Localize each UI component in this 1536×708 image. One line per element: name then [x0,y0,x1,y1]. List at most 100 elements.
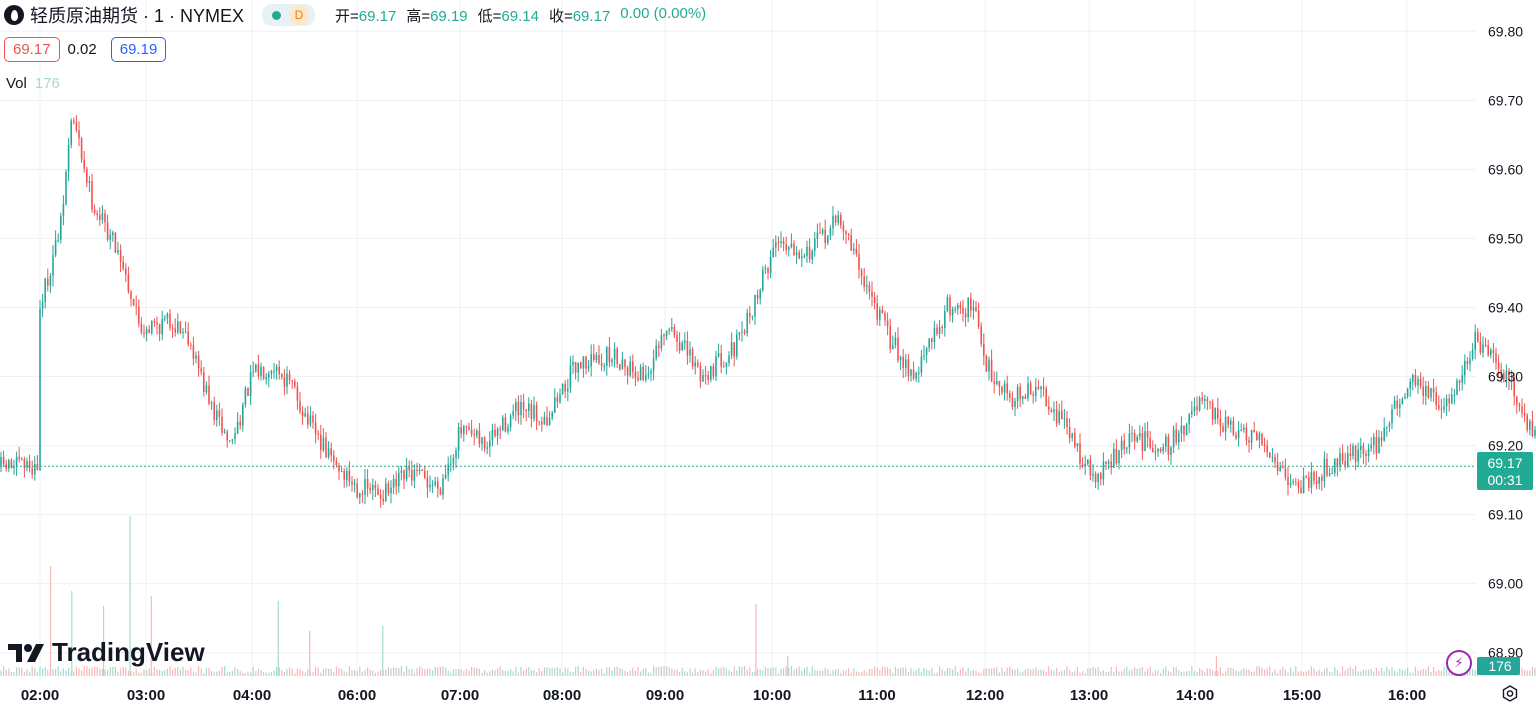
candle [366,469,369,497]
candle-body [437,481,439,489]
candle-body [567,388,569,392]
volume-bar [1355,666,1357,676]
volume-bar [1100,671,1102,676]
candle [1172,425,1175,454]
candle [54,230,57,258]
candle [5,459,7,472]
sell-price-button[interactable]: 69.17 [4,37,60,62]
candle-body [1211,402,1214,420]
candle [949,294,951,322]
candle-body [114,232,117,253]
volume-bar [1258,666,1260,676]
candle [860,267,863,286]
candle [1180,416,1183,442]
candle-body [1516,396,1518,405]
candle-body [1453,394,1456,396]
volume-bar [944,671,946,676]
candle-body [970,297,972,311]
volume-bar [218,670,220,676]
candle [1284,458,1287,481]
candle-body [691,349,694,367]
candle-body [512,411,514,416]
candle-body [1393,400,1396,410]
candle [710,365,712,383]
symbol-title[interactable]: 轻质原油期货 · 1 · NYMEX [30,6,245,26]
candle [970,292,972,318]
candle [8,458,10,473]
candle-body [964,313,967,318]
candle [86,166,88,188]
tradingview-logo[interactable]: TradingView [8,637,205,668]
candle-body [1526,415,1528,430]
candle-body [996,380,998,385]
candle [684,332,686,350]
volume-bar [967,667,969,676]
volume-bar [796,668,798,676]
candle-body [1310,472,1313,488]
volume-bar [1219,667,1221,676]
candle-body [593,354,595,361]
candle [736,329,738,360]
candle-body [886,320,889,327]
candle [639,363,642,381]
candle-body [1045,388,1047,407]
candle-body [509,415,512,428]
candle-body [559,394,561,402]
volume-bar [192,671,194,676]
market-status[interactable]: D [262,4,316,26]
candle [1315,470,1318,490]
candle [15,451,18,476]
candle-body [613,348,616,360]
candle [78,121,80,147]
candle [1240,423,1242,432]
price-axis[interactable]: 69.8069.7069.6069.5069.4069.3069.2069.10… [1488,23,1523,660]
candle-body [850,234,852,251]
gear-icon[interactable] [1500,684,1520,704]
volume-bar [897,668,899,676]
volume-bar [645,668,647,676]
time-axis[interactable]: 02:00 03:00 04:00 06:00 07:00 08:00 09:00 10:00… [21,687,1426,704]
candle-body [1253,430,1255,433]
candle [821,227,824,236]
candle [764,264,767,275]
volume-bar [195,672,197,676]
candle [1035,378,1037,402]
candle [1248,436,1250,453]
candle-body [840,215,842,226]
volume-bar [36,672,38,676]
candle-body [112,232,114,235]
volume-bar [265,672,267,676]
volume-bar [1165,666,1167,676]
candle [359,492,361,505]
candle-body [814,238,816,251]
volume-bar [842,670,844,676]
candle [1120,435,1123,459]
candle [743,328,746,336]
low-label: 低= [477,7,502,25]
candle-body [1032,394,1034,396]
volume-bar [1245,669,1247,676]
buy-price-button[interactable]: 69.19 [110,37,167,62]
candle-body [769,257,772,274]
lightning-icon[interactable]: ⚡ [1446,650,1472,676]
spread-value: 0.02 [67,41,97,58]
candle-body [944,311,946,329]
candle-body [361,493,364,495]
candle [210,400,213,410]
candle [385,477,387,503]
volume-bar [86,666,88,676]
volume-bar [707,669,709,676]
volume-bar [668,667,670,676]
candle-body [793,243,795,255]
candle-body [182,331,184,334]
candle [606,345,608,376]
volume-bar [829,672,831,676]
volume-bar [1024,669,1026,676]
volume-bar [863,670,865,676]
candle [1443,397,1445,414]
candle-body [44,278,46,303]
candle-body [398,472,400,487]
volume-bar [876,667,878,676]
volume-bar [959,669,961,676]
